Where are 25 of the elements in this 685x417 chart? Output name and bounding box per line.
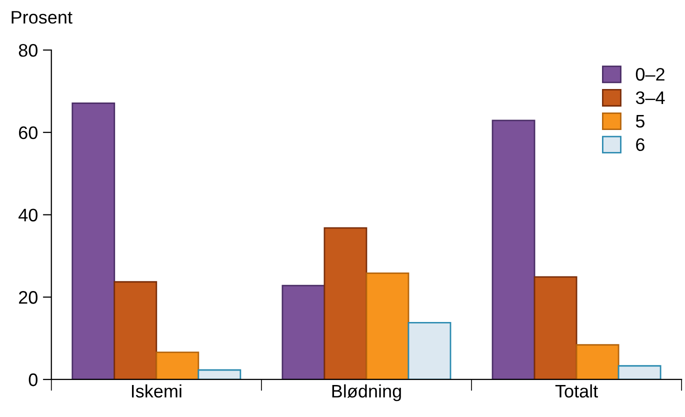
bar bbox=[114, 281, 158, 380]
bar bbox=[576, 344, 620, 380]
bar bbox=[282, 284, 326, 380]
y-axis-title: Prosent bbox=[12, 11, 72, 24]
bar bbox=[618, 365, 662, 380]
x-tick-label: Totalt bbox=[555, 384, 598, 398]
x-tick-label: Blødning bbox=[332, 384, 401, 402]
bar bbox=[408, 322, 452, 380]
bar bbox=[324, 227, 368, 380]
bar bbox=[492, 120, 536, 380]
x-tick-label: Iskemi bbox=[132, 384, 182, 398]
bar bbox=[534, 276, 578, 380]
bar bbox=[156, 352, 200, 380]
y-tick-label: 0 bbox=[28, 373, 38, 386]
y-tick-label: 80 bbox=[18, 44, 38, 57]
legend-label: 3–4 bbox=[636, 91, 665, 104]
y-tick-label: 60 bbox=[19, 126, 38, 140]
bar bbox=[72, 102, 116, 380]
bar bbox=[198, 369, 242, 380]
y-tick-label: 40 bbox=[18, 208, 38, 222]
bar bbox=[366, 272, 410, 380]
legend-label: 0–2 bbox=[636, 68, 664, 81]
legend-label: 6 bbox=[636, 138, 644, 152]
y-tick-label: 20 bbox=[19, 291, 38, 304]
legend-label: 5 bbox=[636, 114, 644, 128]
